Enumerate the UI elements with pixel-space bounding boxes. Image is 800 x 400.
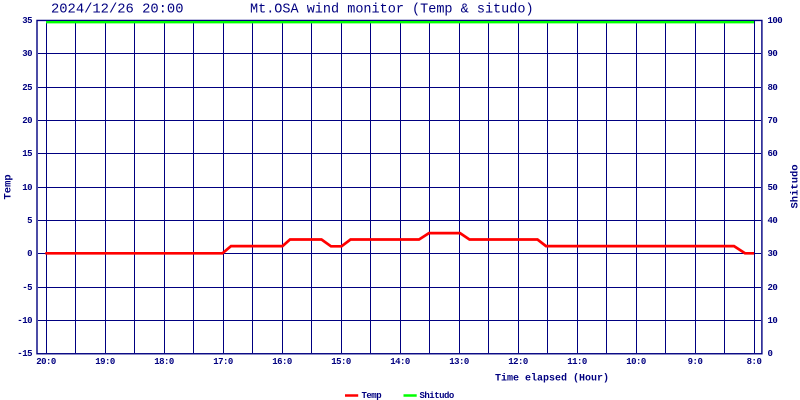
svg-text:17:0: 17:0 [213, 357, 233, 367]
svg-text:Mt.OSA wind monitor (Temp & si: Mt.OSA wind monitor (Temp & situdo) [250, 3, 534, 18]
svg-text:Temp: Temp [362, 391, 382, 400]
svg-text:0: 0 [768, 349, 773, 359]
svg-text:90: 90 [768, 49, 778, 59]
svg-text:8:0: 8:0 [747, 357, 762, 367]
svg-text:Temp: Temp [3, 174, 15, 199]
svg-text:14:0: 14:0 [390, 357, 410, 367]
svg-text:10:0: 10:0 [626, 357, 646, 367]
svg-text:13:0: 13:0 [449, 357, 469, 367]
svg-text:19:0: 19:0 [95, 357, 115, 367]
svg-text:15: 15 [22, 149, 32, 159]
svg-text:30: 30 [22, 49, 32, 59]
svg-text:12:0: 12:0 [508, 357, 528, 367]
svg-text:20:0: 20:0 [36, 357, 56, 367]
svg-text:Shitudo: Shitudo [420, 391, 454, 400]
svg-text:-10: -10 [17, 316, 32, 326]
svg-text:9:0: 9:0 [688, 357, 703, 367]
svg-text:-15: -15 [17, 349, 32, 359]
svg-text:2024/12/26 20:00: 2024/12/26 20:00 [51, 2, 183, 18]
svg-text:80: 80 [768, 83, 778, 93]
svg-text:100: 100 [768, 16, 783, 26]
svg-text:30: 30 [768, 249, 778, 259]
svg-text:-5: -5 [22, 283, 32, 293]
svg-text:11:0: 11:0 [567, 357, 587, 367]
svg-text:5: 5 [27, 216, 32, 226]
svg-text:20: 20 [22, 116, 32, 126]
svg-text:35: 35 [22, 16, 32, 26]
svg-text:16:0: 16:0 [272, 357, 292, 367]
svg-text:20: 20 [768, 283, 778, 293]
svg-text:Shitudo: Shitudo [790, 164, 800, 208]
svg-text:60: 60 [768, 149, 778, 159]
svg-text:Time elapsed (Hour): Time elapsed (Hour) [495, 373, 609, 385]
svg-text:10: 10 [768, 316, 778, 326]
svg-text:40: 40 [768, 216, 778, 226]
svg-text:15:0: 15:0 [331, 357, 351, 367]
svg-text:70: 70 [768, 116, 778, 126]
svg-text:25: 25 [22, 83, 32, 93]
svg-text:0: 0 [27, 249, 32, 259]
svg-text:10: 10 [22, 183, 32, 193]
svg-text:18:0: 18:0 [154, 357, 174, 367]
svg-text:50: 50 [768, 183, 778, 193]
